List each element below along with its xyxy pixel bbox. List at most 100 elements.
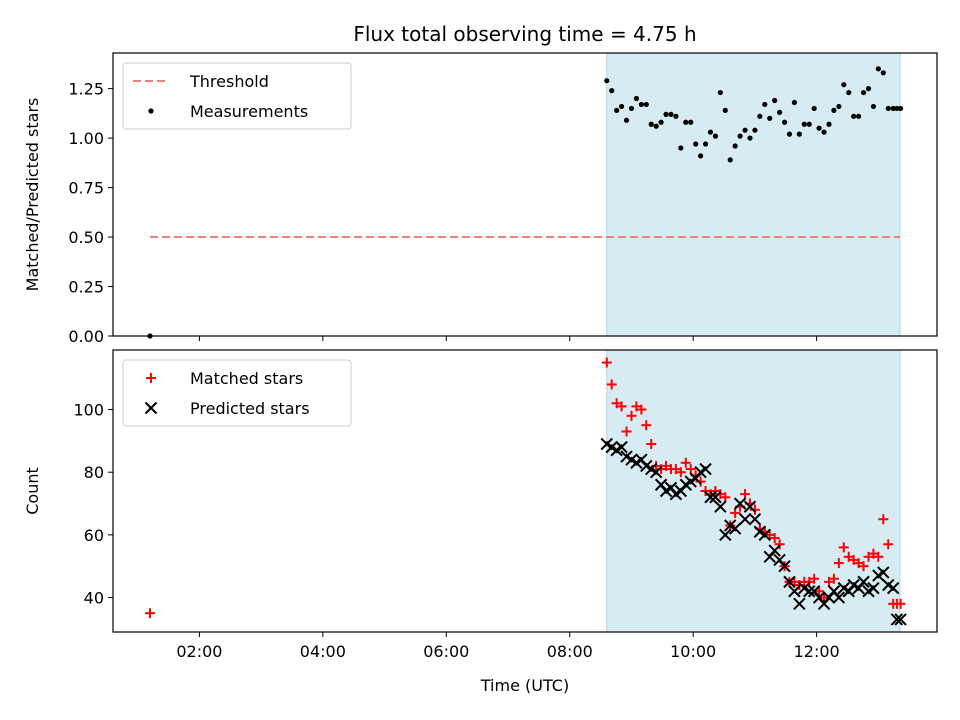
y-tick-label: 0.25 [68,278,104,297]
measurement-point [811,105,817,112]
y-axis-label: Count [23,467,42,515]
predicted-star-stroke-b [645,462,658,476]
predicted-star-stroke-b [758,528,772,542]
matched-star-point [883,539,894,550]
predicted-star-stroke-b [664,481,678,495]
legend-matched-swatch [146,373,156,383]
y-tick-label: 0.50 [68,228,104,247]
predicted-star-point [832,591,846,604]
measurement-point [821,129,827,135]
matched-star-point [838,542,849,553]
measurement-point [826,121,832,127]
measurement-point [860,89,867,96]
measurement-point [707,129,714,135]
matched-star-point [695,476,706,487]
predicted-star-point [890,613,904,626]
measurement-point [742,127,748,133]
predicted-star-stroke-b [837,581,851,595]
measurement-point [688,119,694,125]
predicted-star-stroke-b [857,575,870,589]
y-tick-label: 60 [84,526,104,545]
y-tick-label: 0.75 [68,179,104,198]
measurement-point [806,121,812,127]
predicted-star-stroke-b [793,597,806,611]
matched-star-point [749,504,760,515]
predicted-star-stroke-b [615,440,628,454]
legend-box [122,62,352,130]
measurement-point [894,105,900,112]
predicted-star-stroke-b [877,566,890,579]
measurement-point [668,111,674,117]
predicted-star-point [719,528,732,542]
predicted-star-stroke-b [773,553,786,567]
matched-star-point [895,598,906,609]
predicted-star-point [743,500,757,513]
measurement-point [796,131,802,137]
matched-star-point [145,608,156,619]
legend-measurement-swatch [148,108,154,114]
measurement-point [856,113,862,119]
measurement-point [752,127,758,133]
measurement-point [757,113,763,119]
y-axis-label: Matched/Predicted stars [23,98,42,292]
predicted-star-stroke-b [733,497,747,510]
predicted-star-point [877,566,890,579]
legend-label: Threshold [189,72,269,91]
predicted-star-stroke-b [748,512,762,526]
matched-star-point [680,457,691,468]
predicted-star-point [857,575,870,589]
measurement-point [604,78,610,84]
measurement-point [712,133,719,139]
measurement-point [727,157,733,163]
measurement-point [836,103,842,110]
measurement-point [781,119,788,125]
measurement-point [762,101,768,108]
axes-frame [112,52,938,337]
predicted-star-stroke-b [768,544,781,557]
measurement-point [801,121,807,127]
measurement-point [648,121,654,127]
predicted-star-stroke-b [719,528,732,542]
matched-star-point [878,514,889,525]
measurement-point [885,105,891,112]
matched-star-point [814,586,825,597]
predicted-star-stroke-b [640,459,653,473]
predicted-star-stroke-b [738,512,752,526]
matched-star-point [769,533,780,543]
predicted-star-stroke-b [635,453,648,466]
measurement-point [865,86,872,92]
measurement-point [663,111,669,117]
predicted-star-point [728,522,742,535]
matched-star-point [873,551,884,562]
x-tick-label: 02:00 [176,642,222,661]
measurement-point [851,113,857,119]
predicted-star-stroke-b [778,559,791,573]
measurement-point [831,107,837,113]
measurement-point [614,107,620,113]
predicted-star-stroke-b [714,500,727,513]
predicted-star-point [803,585,816,598]
predicted-star-point [894,613,907,626]
predicted-star-point [768,544,781,557]
matched-star-point [740,489,751,500]
y-tick-label: 80 [84,463,104,482]
axes-frame [112,349,938,633]
predicted-star-point [615,440,628,454]
matched-star-point [675,467,686,478]
predicted-star-stroke-b [890,613,904,626]
matched-star-point [636,404,647,415]
matched-star-point [774,539,785,550]
measurement-point [633,95,640,102]
predicted-star-stroke-b [882,578,895,592]
measurement-point [678,145,684,151]
predicted-star-stroke-b [894,613,907,626]
count-panel: 40 60 80 100 02:00 04:00 06:00 08:00 10:00 12:00 C… [23,349,938,695]
predicted-star-stroke-b [753,525,767,538]
measurement-point [658,119,664,125]
x-tick-label: 06:00 [423,642,469,661]
predicted-star-stroke-b [783,575,796,589]
measurement-point [841,82,847,88]
predicted-star-point [704,491,717,504]
predicted-star-stroke-b [867,581,880,595]
measurement-point [870,103,877,110]
